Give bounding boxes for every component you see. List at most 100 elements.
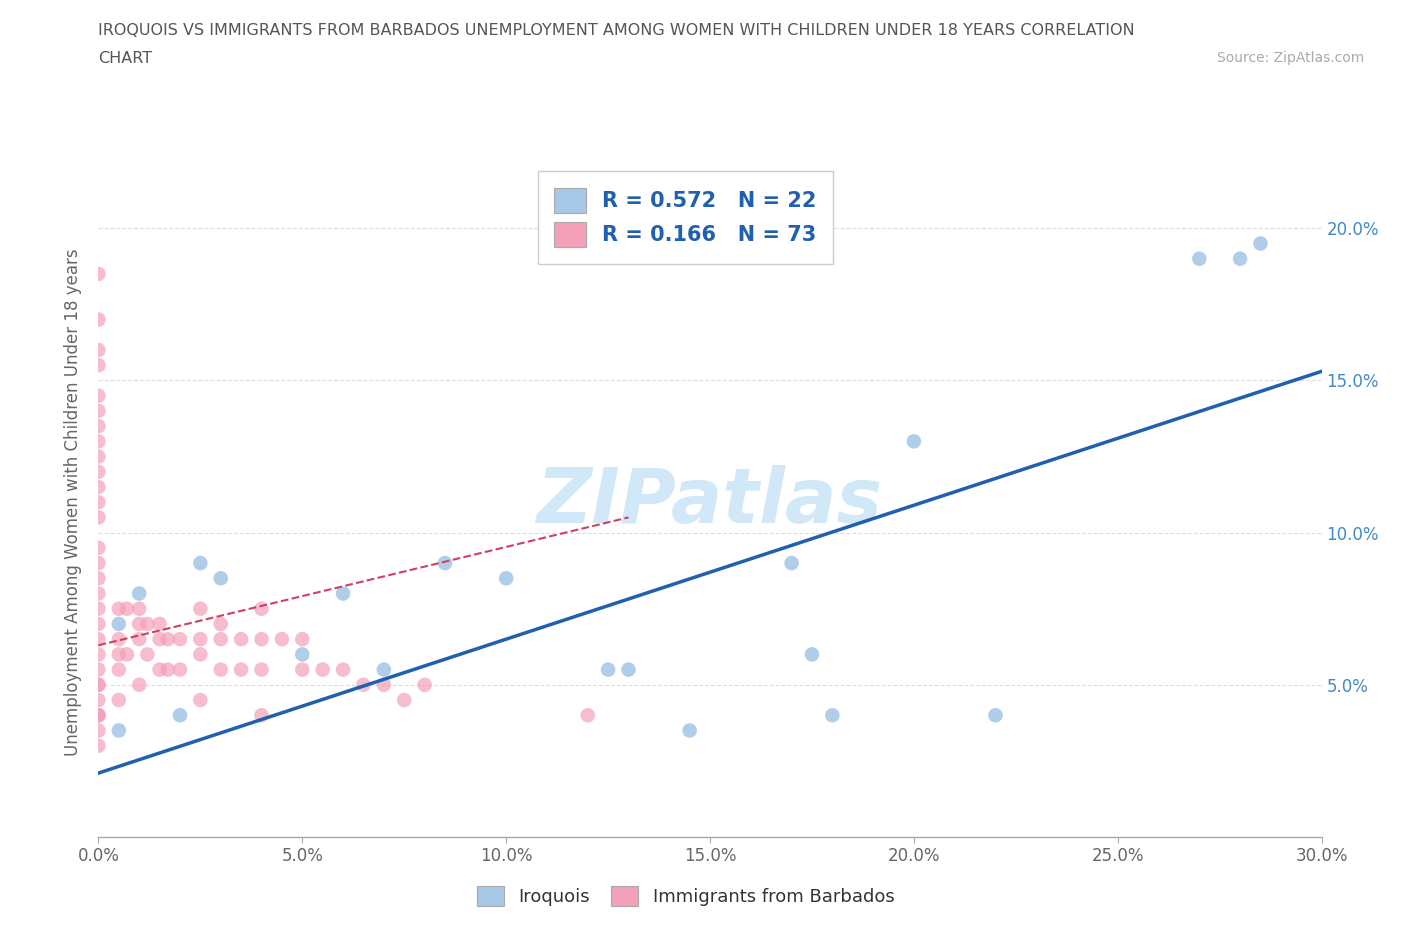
Point <box>136 647 159 662</box>
Text: IROQUOIS VS IMMIGRANTS FROM BARBADOS UNEMPLOYMENT AMONG WOMEN WITH CHILDREN UNDE: IROQUOIS VS IMMIGRANTS FROM BARBADOS UNE… <box>98 23 1135 38</box>
Point <box>87 708 110 723</box>
Point <box>291 662 314 677</box>
Text: CHART: CHART <box>98 51 152 66</box>
Point <box>984 708 1007 723</box>
Point <box>188 647 212 662</box>
Point <box>149 631 172 646</box>
Point <box>679 723 702 737</box>
Point <box>87 555 110 570</box>
Point <box>128 631 150 646</box>
Point <box>903 434 925 449</box>
Point <box>1229 251 1251 266</box>
Point <box>617 662 640 677</box>
Point <box>209 617 232 631</box>
Point <box>576 708 599 723</box>
Point <box>87 662 110 677</box>
Point <box>352 677 374 692</box>
Point <box>87 434 110 449</box>
Text: ZIPatlas: ZIPatlas <box>537 465 883 539</box>
Point <box>332 586 354 601</box>
Point <box>332 662 354 677</box>
Point <box>821 708 844 723</box>
Point <box>434 555 457 570</box>
Point <box>128 617 150 631</box>
Point <box>87 510 110 525</box>
Point <box>1249 236 1271 251</box>
Point <box>149 617 172 631</box>
Point <box>169 662 191 677</box>
Point <box>87 358 110 373</box>
Point <box>270 631 294 646</box>
Point <box>87 723 110 737</box>
Point <box>780 555 803 570</box>
Text: Source: ZipAtlas.com: Source: ZipAtlas.com <box>1216 51 1364 65</box>
Point <box>250 602 273 617</box>
Point <box>87 693 110 708</box>
Point <box>87 418 110 433</box>
Point <box>87 571 110 586</box>
Point <box>156 662 179 677</box>
Point <box>87 267 110 282</box>
Point <box>87 602 110 617</box>
Point <box>87 586 110 601</box>
Point <box>373 662 395 677</box>
Point <box>128 602 150 617</box>
Point <box>149 662 172 677</box>
Point <box>291 647 314 662</box>
Point <box>188 555 212 570</box>
Point <box>108 647 131 662</box>
Point <box>801 647 824 662</box>
Y-axis label: Unemployment Among Women with Children Under 18 years: Unemployment Among Women with Children U… <box>65 248 83 756</box>
Point <box>136 617 159 631</box>
Point <box>413 677 436 692</box>
Point <box>169 708 191 723</box>
Point <box>87 738 110 753</box>
Point <box>188 602 212 617</box>
Point <box>87 342 110 357</box>
Point <box>156 631 179 646</box>
Point <box>250 631 273 646</box>
Point <box>128 586 150 601</box>
Point <box>250 662 273 677</box>
Point <box>115 602 138 617</box>
Point <box>209 662 232 677</box>
Point <box>87 631 110 646</box>
Point <box>108 723 131 737</box>
Point <box>87 647 110 662</box>
Point <box>128 677 150 692</box>
Point <box>312 662 335 677</box>
Point <box>392 693 416 708</box>
Point <box>188 631 212 646</box>
Point <box>87 404 110 418</box>
Point <box>87 388 110 403</box>
Point <box>108 662 131 677</box>
Point <box>87 495 110 510</box>
Point <box>87 449 110 464</box>
Point <box>108 693 131 708</box>
Point <box>231 662 253 677</box>
Point <box>231 631 253 646</box>
Point <box>188 693 212 708</box>
Point <box>373 677 395 692</box>
Point <box>1188 251 1211 266</box>
Point <box>115 647 138 662</box>
Point <box>291 631 314 646</box>
Point <box>87 708 110 723</box>
Point <box>209 631 232 646</box>
Point <box>87 617 110 631</box>
Point <box>495 571 517 586</box>
Point <box>108 631 131 646</box>
Point <box>209 571 232 586</box>
Point <box>87 312 110 327</box>
Point <box>87 480 110 495</box>
Point <box>87 708 110 723</box>
Point <box>598 662 620 677</box>
Point <box>87 540 110 555</box>
Point <box>87 677 110 692</box>
Point <box>87 464 110 479</box>
Point <box>250 708 273 723</box>
Point <box>108 602 131 617</box>
Point <box>169 631 191 646</box>
Point <box>87 677 110 692</box>
Point <box>108 617 131 631</box>
